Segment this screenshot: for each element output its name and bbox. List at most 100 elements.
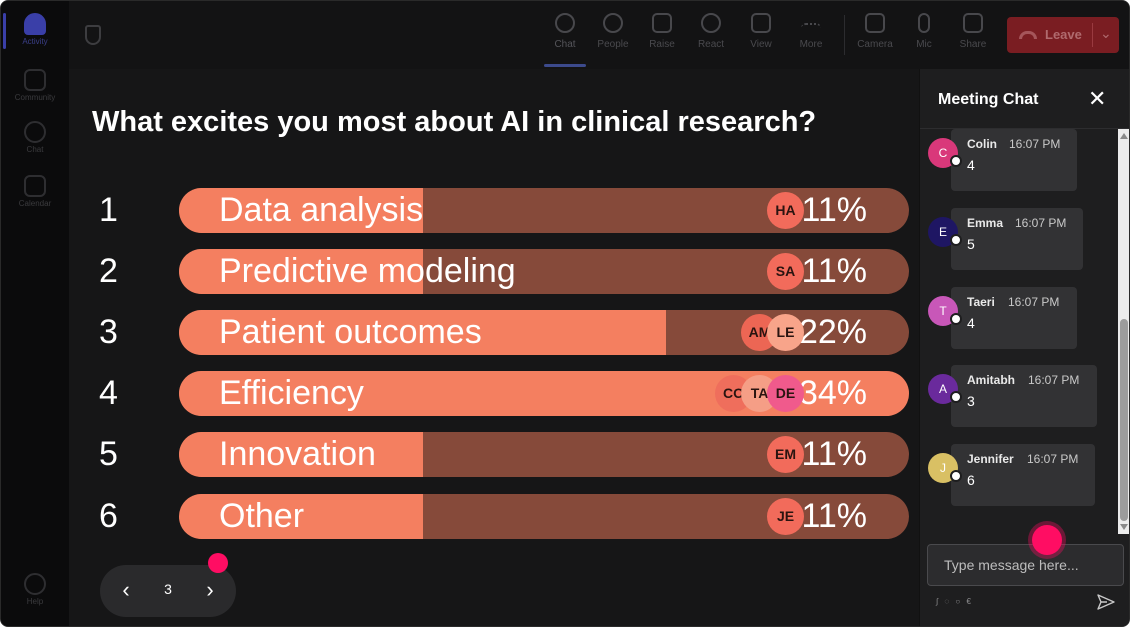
toolbar-react-button[interactable]: React [689,13,733,50]
poll-option-bar: Data analysis HA 11% [179,188,909,233]
poll-option-label: Predictive modeling [219,252,516,290]
poll-option-fill [179,494,423,539]
voter-avatar[interactable]: SA [767,253,804,290]
chat-message-time: 16:07 PM [1008,295,1060,309]
chevron-right-icon[interactable]: › [206,577,214,602]
presence-status-icon [950,234,962,246]
chat-message-field[interactable] [927,544,1124,586]
slide-pager: ‹ 3 › [100,553,236,617]
rail-item-label: Calendar [18,199,52,208]
notification-dot [208,553,228,573]
toolbar-button-label: React [697,39,725,50]
rail-item-calendar[interactable]: Calendar [1,175,69,208]
scroll-up-arrow[interactable] [1120,133,1128,139]
toolbar-button-label: Share [959,39,987,50]
poll-option-fill [179,188,423,233]
leave-label: Leave [1045,27,1082,42]
chat-message-author: Colin [967,137,997,151]
voter-avatar[interactable]: DE [767,375,804,412]
rail-item-label: Community [14,93,56,102]
toolbar-share-button[interactable]: Share [951,13,995,50]
formatting-icons[interactable]: ∫ ◌ ○ € [936,597,973,606]
presence-status-icon [950,313,962,325]
rail-active-indicator [3,13,6,49]
rail-item-community[interactable]: Community [1,69,69,102]
toolbar-button-label: People [597,39,629,50]
view-grid-icon [751,13,771,33]
rail-item-label: Help [26,597,44,606]
chat-title: Meeting Chat [938,91,1039,108]
chat-message-text: 4 [967,157,975,173]
community-icon [24,69,46,91]
rail-item-help[interactable]: Help [1,573,69,606]
voter-avatar[interactable]: EM [767,436,804,473]
poll-option-label: Other [219,497,305,535]
poll-option-percent: 11% [801,497,867,535]
meeting-toolbar: Chat People Raise React View More Camera [69,1,1129,69]
close-icon[interactable]: ✕ [1088,86,1107,111]
chat-message-time: 16:07 PM [1027,452,1079,466]
toolbar-mic-button[interactable]: Mic [902,13,946,50]
toolbar-button-label: More [799,39,823,50]
react-emoji-icon [701,13,721,33]
leave-button[interactable]: Leave ⌄ [1007,17,1119,53]
scroll-thumb[interactable] [1120,319,1128,521]
chat-message: Taeri 16:07 PM 4 [951,287,1077,349]
chat-bubble-icon [555,13,575,33]
share-icon [963,13,983,33]
toolbar-camera-button[interactable]: Camera [853,13,897,50]
poll-option-number: 1 [99,191,118,229]
chat-message-author: Jennifer [967,452,1014,466]
toolbar-people-button[interactable]: People [591,13,635,50]
poll-option-number: 5 [99,435,118,473]
toolbar-button-label: Mic [916,39,932,50]
poll-option-bar: Patient outcomes AM LE 22% [179,310,909,355]
raise-hand-icon [652,13,672,33]
scroll-down-arrow[interactable] [1120,524,1128,530]
presence-status-icon [950,155,962,167]
rail-item-chat[interactable]: Chat [1,121,69,154]
toolbar-chat-button[interactable]: Chat [543,13,587,50]
poll-option-bar: Other JE 11% [179,494,909,539]
poll-option-bar: Predictive modeling SA 11% [179,249,909,294]
chat-message-text: 5 [967,236,975,252]
chevron-left-icon[interactable]: ‹ [122,577,130,602]
shield-icon [85,25,101,45]
poll-option-percent: 11% [801,191,867,229]
poll-question: What excites you most about AI in clinic… [92,106,817,138]
bell-icon [24,13,46,35]
poll-option-fill [179,432,423,477]
toolbar-raise-button[interactable]: Raise [640,13,684,50]
send-icon[interactable] [1097,593,1115,611]
poll-option-number: 6 [99,497,118,535]
pointer-highlight [1032,525,1062,555]
chat-message-time: 16:07 PM [1015,216,1067,230]
rail-item-label: Chat [26,145,44,154]
chat-scrollbar[interactable] [1118,129,1129,534]
voter-avatar[interactable]: JE [767,498,804,535]
chat-message-author: Emma [967,216,1004,230]
toolbar-more-button[interactable]: More [789,13,833,50]
rail-item-activity[interactable]: Activity [1,13,69,46]
rail-item-label: Activity [22,37,48,46]
chat-message-text: 6 [967,472,975,488]
toolbar-view-button[interactable]: View [739,13,783,50]
poll-option-number: 2 [99,252,118,290]
poll-option-percent: 34% [798,374,867,412]
chat-message-input[interactable] [928,545,1123,585]
poll-option-bar: Innovation EM 11% [179,432,909,477]
chat-message: Emma 16:07 PM 5 [951,208,1083,270]
chevron-down-icon[interactable]: ⌄ [1100,25,1112,41]
poll-option-label: Efficiency [219,374,364,412]
people-icon [603,13,623,33]
hang-up-icon [1019,31,1037,39]
camera-icon [865,13,885,33]
toolbar-button-label: Chat [554,39,576,50]
poll-option-number: 4 [99,374,118,412]
poll-option-fill [179,249,423,294]
voter-avatar[interactable]: LE [767,314,804,351]
help-icon [24,573,46,595]
voter-avatar[interactable]: HA [767,192,804,229]
chat-message-time: 16:07 PM [1009,137,1061,151]
